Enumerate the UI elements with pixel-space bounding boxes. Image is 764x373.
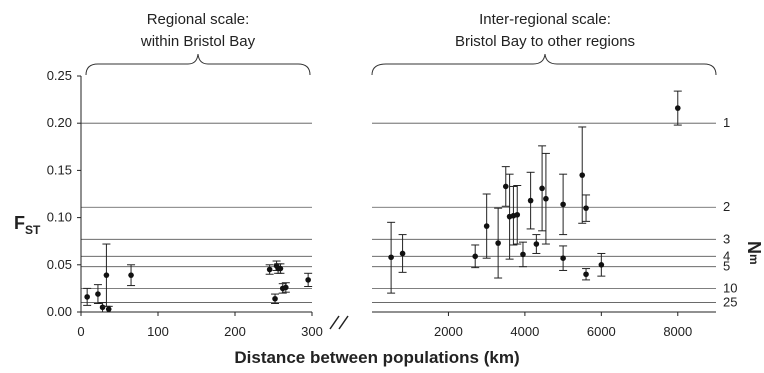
left-heading-line1: Regional scale:: [147, 11, 250, 28]
right-x-tick-label: 2000: [434, 324, 463, 339]
axis-break-mark: [329, 315, 340, 330]
inter-regional-point: [483, 223, 490, 229]
right-heading-line1: Inter-regional scale:: [479, 11, 611, 28]
nm-label: 2: [723, 199, 730, 214]
inter-regional-point: [560, 201, 566, 208]
regional-point: [99, 304, 106, 311]
inter-regional-point: [527, 197, 534, 204]
inter-regional-point: [520, 251, 526, 258]
right-x-tick-label: 4000: [510, 324, 539, 339]
nm-label: 4: [723, 248, 730, 263]
y-axis-label: FST: [14, 213, 41, 237]
regional-point: [128, 272, 134, 278]
regional-point: [266, 266, 273, 273]
nm-label: 25: [723, 295, 737, 310]
y-tick-label: 0.00: [47, 304, 72, 319]
inter-regional-point: [388, 254, 394, 261]
inter-regional-point: [674, 105, 681, 111]
left-x-tick-label: 0: [77, 324, 84, 339]
right-brace: [371, 53, 717, 76]
left-brace: [85, 53, 311, 76]
regional-point: [84, 294, 90, 300]
regional-point: [305, 277, 311, 283]
inter-regional-point: [583, 205, 589, 211]
right-heading-line2: Bristol Bay to other regions: [455, 33, 635, 50]
left-x-tick-label: 300: [301, 324, 323, 339]
y-tick-label: 0.20: [47, 115, 72, 130]
y-tick-label: 0.15: [47, 162, 72, 177]
left-heading-line2: within Bristol Bay: [140, 33, 256, 50]
regional-point: [283, 284, 289, 291]
inter-regional-point: [579, 172, 586, 178]
inter-regional-point: [472, 253, 479, 260]
x-axis-title: Distance between populations (km): [234, 348, 519, 367]
nm-label: 5: [723, 259, 730, 274]
axis-break-mark: [338, 315, 349, 330]
y-tick-label: 0.25: [47, 68, 72, 83]
regional-point: [277, 265, 284, 272]
inter-regional-point: [539, 185, 545, 192]
y-tick-label: 0.10: [47, 210, 72, 225]
inter-regional-point: [543, 195, 549, 202]
regional-point: [272, 295, 278, 302]
inter-regional-point: [533, 241, 540, 247]
right-x-tick-label: 6000: [587, 324, 616, 339]
regional-point: [103, 272, 110, 278]
y-tick-label: 0.05: [47, 257, 72, 272]
nm-label: 3: [723, 231, 730, 246]
inter-regional-point: [514, 211, 521, 218]
inter-regional-point: [583, 271, 589, 278]
nm-label: 1: [723, 115, 730, 130]
nm-label: 10: [723, 280, 737, 295]
right-axis-label: Nm: [744, 241, 764, 265]
inter-regional-point: [399, 250, 406, 257]
inter-regional-point: [598, 262, 605, 268]
inter-regional-point: [560, 255, 566, 261]
inter-regional-point: [495, 240, 501, 246]
regional-point: [105, 306, 112, 312]
left-x-tick-label: 200: [224, 324, 246, 339]
right-x-tick-label: 8000: [663, 324, 692, 339]
regional-point: [95, 291, 101, 297]
inter-regional-point: [502, 183, 509, 190]
left-x-tick-label: 100: [147, 324, 169, 339]
